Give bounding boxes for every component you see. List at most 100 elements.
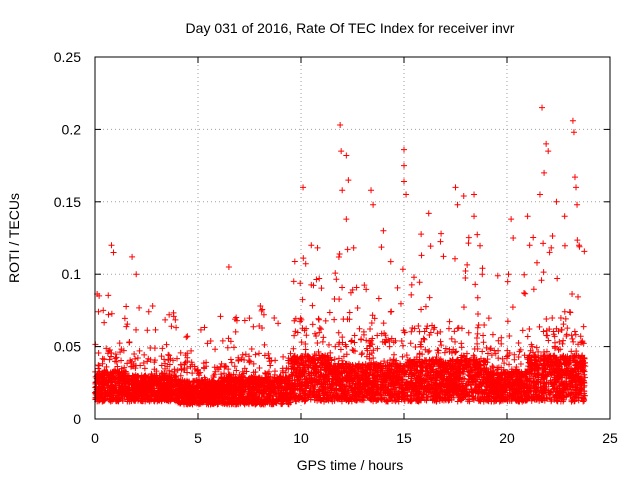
data-point [197,391,204,398]
data-point [462,275,469,282]
data-point [261,341,268,348]
data-point [275,375,282,382]
data-point [202,385,209,392]
data-point [225,382,232,389]
data-point [209,377,216,384]
data-point [257,303,264,310]
data-point [168,323,175,330]
data-point [101,319,108,326]
data-point [151,359,158,366]
data-point [299,296,306,303]
data-point [268,382,275,389]
data-point [183,334,190,341]
data-point [266,368,273,375]
data-point [348,338,355,345]
data-point [437,238,444,245]
data-point [245,401,252,408]
data-point [199,388,206,395]
data-point [224,344,231,351]
data-point [184,381,191,388]
data-point [344,246,351,253]
data-point [272,357,279,364]
data-point [318,326,325,333]
data-point [269,398,276,405]
data-point [267,362,274,369]
data-point [265,389,272,396]
data-point [408,291,415,298]
data-point [141,351,148,358]
data-point [118,368,125,375]
data-point [159,395,166,402]
data-point [101,378,108,385]
data-point [302,379,309,386]
data-point [122,369,129,376]
data-point [172,316,179,323]
data-point [138,391,145,398]
data-point [367,325,374,332]
data-point [236,385,243,392]
data-point [311,351,318,358]
data-point [105,373,112,380]
data-point [95,388,102,395]
data-point [167,389,174,396]
data-point [438,342,445,349]
data-point [465,234,472,241]
data-point [335,253,342,260]
data-point [387,308,394,315]
data-point [358,336,365,343]
data-point [184,396,191,403]
data-point [286,377,293,384]
data-point [291,332,298,339]
data-point [136,380,143,387]
data-point [251,375,258,382]
data-point [224,375,231,382]
data-point [108,349,115,356]
data-point [319,338,326,345]
data-point [477,242,484,249]
data-point [183,391,190,398]
data-point [189,388,196,395]
data-point [230,371,237,378]
data-point [177,349,184,356]
data-point [147,356,154,363]
data-point [134,355,141,362]
data-point [399,266,406,273]
data-point [112,395,119,402]
data-point [230,398,237,405]
data-point [230,344,237,351]
data-point [320,359,327,366]
data-point [290,345,297,352]
data-point [448,335,455,342]
data-point [225,335,232,342]
data-point [293,367,300,374]
data-point [109,374,116,381]
data-point [230,383,237,390]
data-point [315,316,322,323]
data-point [148,388,155,395]
data-point [191,363,198,370]
data-point [189,370,196,377]
data-point [184,350,191,357]
data-point [142,372,149,379]
data-point [133,395,140,402]
data-point [339,284,346,291]
data-point [264,383,271,390]
data-point [303,332,310,339]
data-point [267,373,274,380]
data-point [178,365,185,372]
data-point [472,281,479,288]
data-point [109,369,116,376]
data-point [427,243,434,250]
data-point [264,392,271,399]
data-point [282,395,289,402]
data-point [173,324,180,331]
data-point [437,328,444,335]
data-point [159,345,166,352]
data-point [189,389,196,396]
data-point [302,346,309,353]
data-point [358,351,365,358]
data-point [250,360,257,367]
data-point [280,353,287,360]
data-point [147,390,154,397]
data-point [193,377,200,384]
